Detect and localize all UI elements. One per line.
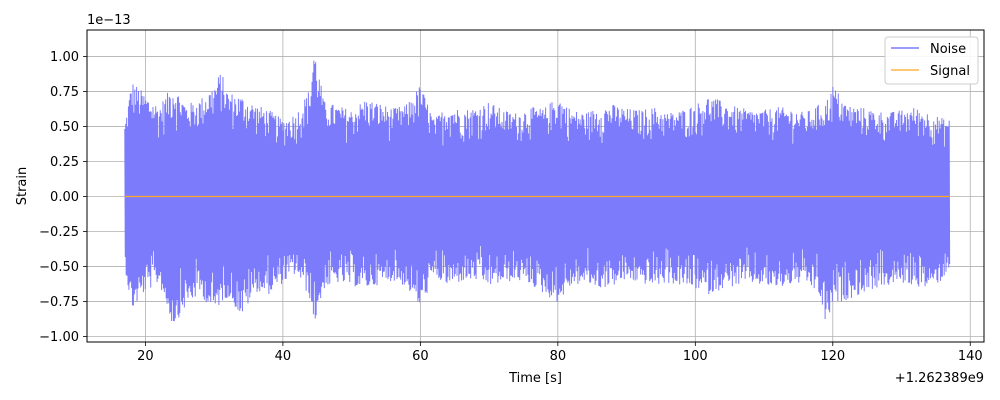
x-tick-label: 140 bbox=[958, 349, 983, 364]
noise-series bbox=[124, 60, 951, 322]
y-axis-ticks: −1.00 −0.75 −0.50 −0.25 0.00 0.25 0.50 0.75 1.00 bbox=[39, 50, 87, 345]
y-tick-label: 0.00 bbox=[50, 190, 79, 205]
y-tick-label: −0.75 bbox=[39, 295, 79, 310]
x-tick-label: 20 bbox=[137, 349, 154, 364]
axes-frame bbox=[86, 29, 985, 343]
noise-line bbox=[124, 60, 951, 322]
legend: Noise Signal bbox=[884, 36, 979, 85]
x-tick-label: 100 bbox=[683, 349, 708, 364]
y-tick-label: 0.50 bbox=[50, 120, 79, 135]
plot-area bbox=[86, 29, 985, 343]
y-tick-label: 1.00 bbox=[50, 50, 79, 65]
y-tick-label: 0.75 bbox=[50, 85, 79, 100]
x-tick-label: 60 bbox=[412, 349, 429, 364]
x-axis-ticks: 20 40 60 80 100 120 140 bbox=[137, 342, 983, 364]
legend-noise-label: Noise bbox=[930, 42, 966, 57]
x-tick-label: 120 bbox=[820, 349, 845, 364]
x-axis-label: Time [s] bbox=[508, 371, 562, 386]
y-tick-label: −0.25 bbox=[39, 225, 79, 240]
y-axis-label: Strain bbox=[15, 167, 30, 206]
y-scale-note: 1e−13 bbox=[87, 13, 131, 28]
x-offset-note: +1.262389e9 bbox=[895, 371, 984, 386]
y-tick-label: −1.00 bbox=[39, 330, 79, 345]
y-tick-label: −0.50 bbox=[39, 260, 79, 275]
legend-signal-label: Signal bbox=[930, 64, 970, 79]
x-tick-label: 80 bbox=[550, 349, 567, 364]
x-tick-label: 40 bbox=[275, 349, 292, 364]
y-tick-label: 0.25 bbox=[50, 155, 79, 170]
